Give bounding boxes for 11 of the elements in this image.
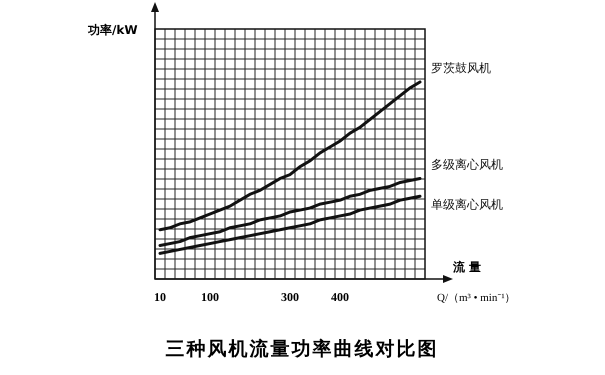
series-label: 多级离心风机: [431, 158, 503, 172]
x-tick-label: 400: [331, 290, 349, 304]
y-axis-title: 功率/kW: [87, 23, 138, 37]
x-tick-label: 300: [281, 290, 299, 304]
series-label: 单级离心风机: [431, 197, 503, 212]
series-label: 罗茨鼓风机: [431, 61, 491, 75]
x-tick-label: 10: [154, 290, 166, 304]
text: 流 量: [452, 260, 482, 274]
x-axis-title: Q/（m³ • min⁻¹）: [437, 292, 516, 304]
x-tick-label: 100: [201, 290, 219, 304]
text: 三种风机流量功率曲线对比图: [166, 338, 438, 360]
